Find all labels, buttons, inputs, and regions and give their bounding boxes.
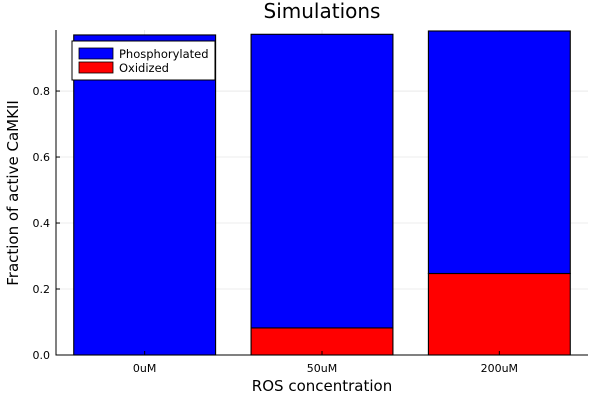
x-axis-ticks: 0uM 50uM 200uM — [133, 351, 518, 375]
legend: Phosphorylated Oxidized — [71, 40, 216, 81]
y-tick-label: 0.2 — [33, 283, 51, 296]
x-tick-label: 50uM — [307, 362, 337, 375]
y-tick-label: 0.4 — [33, 217, 51, 230]
legend-label-oxidized: Oxidized — [119, 61, 169, 75]
legend-swatch-oxidized — [78, 61, 114, 74]
bar-oxidized-200um — [427, 272, 571, 356]
bar-phosphorylated-0um — [73, 34, 217, 356]
legend-swatch-phosphorylated — [78, 47, 114, 60]
bar-phosphorylated-200um — [427, 30, 571, 275]
chart-title: Simulations — [264, 0, 381, 23]
bars — [73, 30, 571, 356]
y-tick-label: 0.8 — [33, 85, 51, 98]
bar-phosphorylated-50um — [250, 33, 394, 329]
x-tick-label: 0uM — [133, 362, 156, 375]
y-tick-label: 0.6 — [33, 151, 51, 164]
legend-box — [71, 40, 216, 81]
bar-oxidized-50um — [250, 327, 394, 356]
legend-label-phosphorylated: Phosphorylated — [119, 47, 209, 61]
x-tick-label: 200uM — [481, 362, 518, 375]
y-tick-label: 0.0 — [33, 349, 51, 362]
y-axis-ticks: 0.0 0.2 0.4 0.6 0.8 — [33, 85, 60, 362]
y-axis-label: Fraction of active CaMKII — [4, 100, 22, 286]
x-axis-label: ROS concentration — [252, 377, 392, 395]
